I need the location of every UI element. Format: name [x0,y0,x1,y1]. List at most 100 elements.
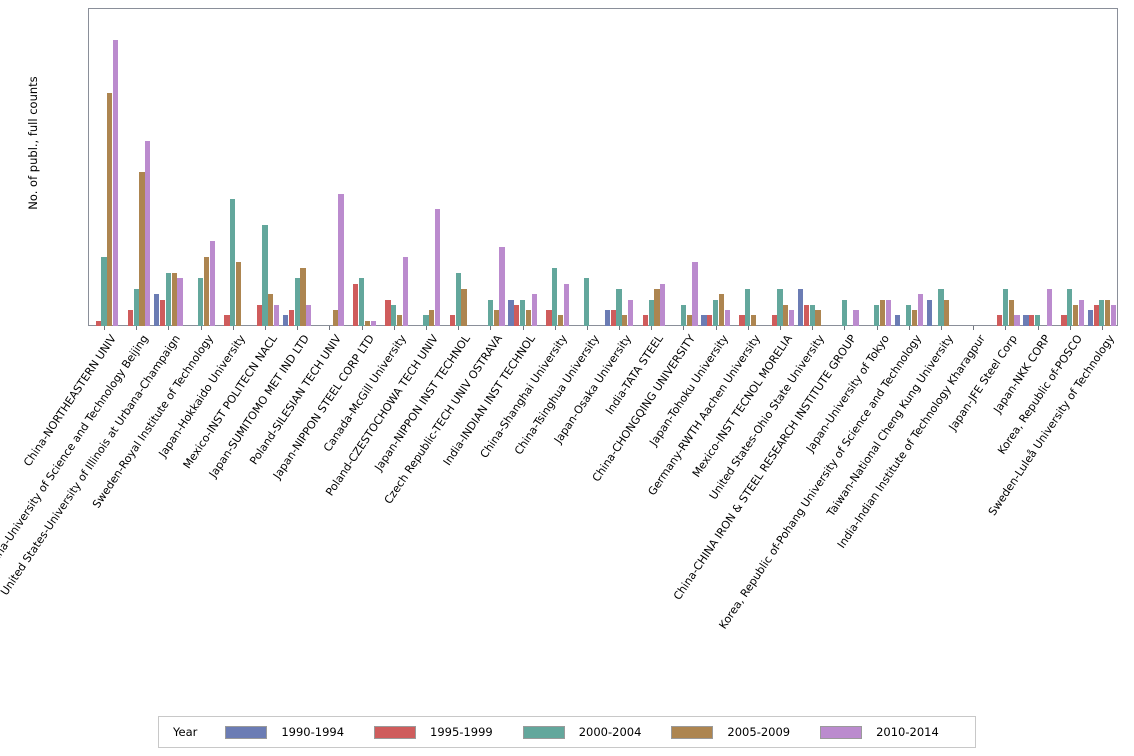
bar [1105,299,1111,326]
bar [95,320,101,326]
x-axis-tick [973,326,975,330]
bar [434,209,441,326]
bar [525,310,531,326]
bar [1034,315,1041,326]
bar [584,278,590,326]
legend-item[interactable]: 2005-2009 [671,725,790,739]
bar [841,299,847,326]
bar [300,267,306,326]
bar [209,241,215,326]
bar [783,304,789,326]
legend-item[interactable]: 1990-1994 [225,725,344,739]
x-axis-tick [168,326,170,330]
bar [926,299,932,326]
bar [268,294,274,326]
bar [1002,288,1008,326]
bar [557,315,564,326]
bar [370,320,376,326]
legend-color-swatch [671,725,714,739]
legend-color-swatch [522,725,565,739]
legend-label: 1990-1994 [281,725,345,739]
bar [171,273,177,326]
bar [1078,299,1084,326]
bar [745,288,751,326]
legend-item[interactable]: 2010-2014 [820,725,939,739]
x-axis-tick [329,326,331,330]
bar [1008,299,1014,326]
bar [885,299,891,326]
legend-item[interactable]: 2000-2004 [522,725,642,739]
bar [139,172,145,326]
bar [701,315,707,326]
bar [283,315,289,326]
legend-label: 2000-2004 [578,725,642,739]
bar [429,310,435,326]
bar [1093,304,1099,326]
bar [1014,315,1020,326]
x-axis-tick-label: Sweden-Luleå University of Technology [985,332,1117,519]
bar [230,198,236,326]
bar [771,315,777,326]
x-axis-tick [265,326,267,330]
legend-title: Year [173,725,198,739]
bar [499,246,505,326]
x-axis-tick [940,326,942,330]
bar [917,294,923,326]
bar [809,304,815,326]
legend-label: 2005-2009 [727,725,791,739]
legend-color-swatch [820,725,863,739]
bar [274,304,280,326]
bar [338,193,344,326]
x-axis-tick [104,326,106,330]
bar [1110,304,1117,326]
bar [724,310,730,326]
x-axis-tick [136,326,138,330]
x-axis-tick [876,326,878,330]
legend-label: 1995-1999 [430,725,493,739]
bar [938,288,944,326]
bar [713,299,719,326]
x-axis-tick [522,326,524,330]
bar [493,310,499,326]
x-axis-tick [425,326,427,330]
x-axis-tick [1069,326,1071,330]
bar [1099,299,1105,326]
bar [306,304,312,326]
bar [364,320,370,326]
bar [642,315,649,326]
x-axis-tick [458,326,460,330]
bar [803,304,809,326]
bar [332,310,338,326]
bar [1029,315,1035,326]
bar [262,225,268,326]
bar [256,304,262,326]
x-axis-tick [586,326,588,330]
bar [519,299,526,326]
legend-item[interactable]: 1995-1999 [374,725,493,739]
bar [423,315,429,326]
bar [751,315,757,326]
bar [654,288,660,326]
bar [739,315,745,326]
y-axis-label: No. of publ., full counts [26,76,40,210]
bar [391,304,397,326]
x-axis-tick [297,326,299,330]
bar [396,315,403,326]
chart-legend: Year 1990-1994 1995-1999 2000-2004 2005-200… [158,716,976,748]
bar [101,257,107,326]
plot-area [88,8,1118,326]
bar [1067,288,1073,326]
x-axis-tick [232,326,234,330]
bar [853,310,859,326]
bar [127,310,134,326]
bar [777,288,783,326]
bar [385,299,391,326]
bar [610,310,616,326]
bar [1023,315,1029,326]
legend-color-swatch [225,725,268,739]
bar [879,299,885,326]
bar [798,288,804,326]
bar [113,39,119,326]
bar [508,299,514,326]
